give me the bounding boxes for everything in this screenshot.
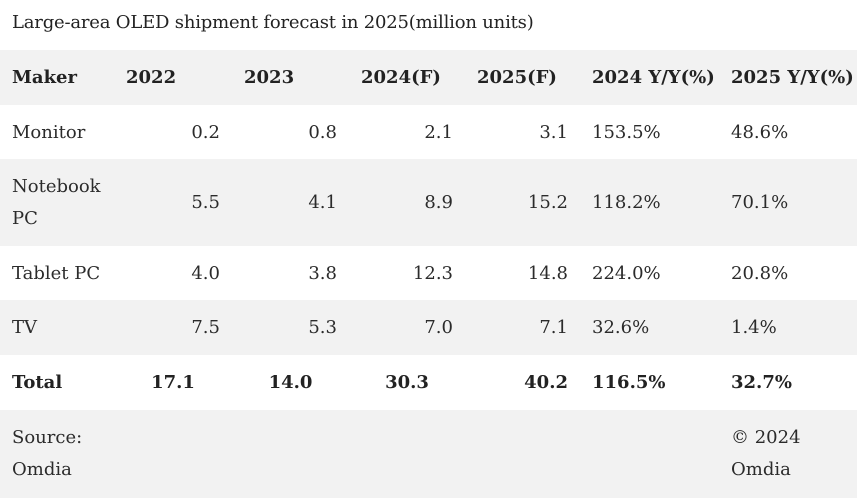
cell-2025f: 40.2	[524, 372, 568, 393]
cell-2025-yoy: 48.6%	[731, 121, 789, 143]
source-row: Source: Omdia © 2024 Omdia	[0, 410, 857, 498]
cell-2024-yoy: 116.5%	[592, 372, 666, 393]
header-maker: Maker	[12, 67, 77, 88]
cell-2025f: 3.1	[539, 121, 568, 143]
header-2023: 2023	[244, 67, 295, 88]
cell-2025-yoy: 32.7%	[731, 372, 792, 393]
header-2025f: 2025(F)	[477, 67, 557, 88]
header-2025-yoy: 2025 Y/Y(%)	[731, 67, 854, 88]
cell-2024f: 8.9	[424, 192, 453, 213]
cell-2025-yoy: 20.8%	[731, 262, 789, 284]
header-2022: 2022	[126, 67, 177, 88]
cell-2025f: 15.2	[527, 192, 568, 213]
cell-2024f: 12.3	[412, 262, 453, 284]
cell-2024f: 7.0	[424, 317, 453, 338]
header-row: Maker 2022 2023 2024(F) 2025(F) 2024 Y/Y…	[0, 50, 857, 105]
cell-2024f: 30.3	[385, 372, 429, 393]
cell-2024-yoy: 118.2%	[592, 192, 661, 213]
total-row: Total 17.1 14.0 30.3 40.2 116.5% 32.7%	[0, 355, 857, 410]
cell-maker: Notebook PC	[12, 175, 101, 229]
table-row: TV 7.5 5.3 7.0 7.1 32.6% 1.4%	[0, 300, 857, 355]
cell-2025-yoy: 70.1%	[731, 192, 789, 213]
cell-2025f: 7.1	[539, 317, 568, 338]
cell-2023: 3.8	[308, 262, 337, 284]
table-row: Tablet PC 4.0 3.8 12.3 14.8 224.0% 20.8%	[0, 246, 857, 300]
cell-maker: TV	[12, 317, 38, 338]
cell-2023: 0.8	[308, 121, 337, 143]
cell-2023: 4.1	[308, 192, 337, 213]
cell-2022: 17.1	[151, 372, 195, 393]
header-2024f: 2024(F)	[361, 67, 441, 88]
cell-2023: 14.0	[268, 372, 313, 393]
table-row: Notebook PC 5.5 4.1 8.9 15.2 118.2% 70.1…	[0, 159, 857, 246]
table-row: Monitor 0.2 0.8 2.1 3.1 153.5% 48.6%	[0, 105, 857, 159]
cell-2024-yoy: 153.5%	[592, 121, 661, 143]
cell-2025f: 14.8	[527, 262, 568, 284]
copyright-note: © 2024 Omdia	[731, 427, 801, 480]
header-2024-yoy: 2024 Y/Y(%)	[592, 67, 715, 88]
cell-2024f: 2.1	[424, 121, 453, 143]
cell-2024-yoy: 224.0%	[592, 262, 661, 284]
cell-2022: 0.2	[191, 121, 220, 143]
cell-maker: Monitor	[12, 121, 86, 143]
table-caption: Large-area OLED shipment forecast in 202…	[12, 12, 534, 33]
source-note: Source: Omdia	[12, 427, 83, 480]
cell-2023: 5.3	[308, 317, 337, 338]
cell-2024-yoy: 32.6%	[592, 317, 650, 338]
cell-2025-yoy: 1.4%	[731, 317, 777, 338]
cell-2022: 7.5	[191, 317, 220, 338]
cell-2022: 4.0	[191, 262, 220, 284]
cell-maker: Tablet PC	[12, 262, 101, 284]
shipment-table: Maker 2022 2023 2024(F) 2025(F) 2024 Y/Y…	[0, 50, 857, 498]
cell-2022: 5.5	[191, 192, 220, 213]
cell-maker: Total	[12, 372, 63, 393]
